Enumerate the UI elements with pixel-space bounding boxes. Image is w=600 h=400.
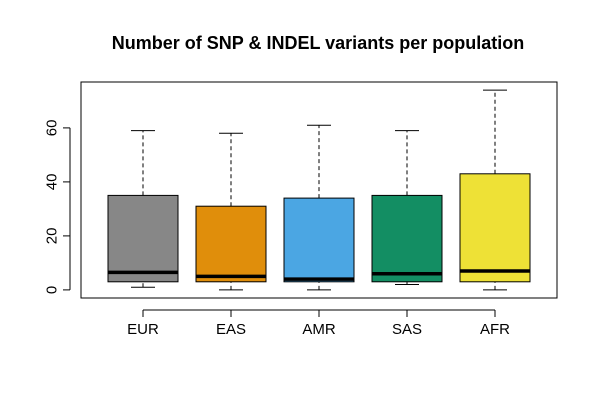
box-afr <box>459 89 531 291</box>
y-tick-label: 20 <box>44 228 61 245</box>
box-eur <box>107 130 179 288</box>
iqr-box <box>107 194 179 283</box>
chart-title: Number of SNP & INDEL variants per popul… <box>112 33 524 53</box>
y-tick-label: 0 <box>44 286 61 294</box>
box-amr <box>283 124 355 291</box>
x-tick-label: EAS <box>216 321 246 338</box>
iqr-box <box>195 205 267 283</box>
iqr-box <box>371 194 443 283</box>
iqr-box <box>283 197 355 283</box>
iqr-box <box>459 173 531 283</box>
y-tick-label: 60 <box>44 120 61 137</box>
boxes-layer <box>107 89 531 291</box>
x-tick-label: EUR <box>127 321 159 338</box>
plot-frame <box>80 81 558 299</box>
x-tick-label: AMR <box>302 321 336 338</box>
box-sas <box>371 130 443 285</box>
x-tick-label: AFR <box>480 321 510 338</box>
x-axis-labels: EUR EAS AMR SAS AFR <box>127 309 510 338</box>
box-eas <box>195 132 267 291</box>
y-tick-label: 40 <box>44 174 61 191</box>
y-axis: 0 20 40 60 <box>44 120 71 294</box>
x-tick-label: SAS <box>392 321 422 338</box>
